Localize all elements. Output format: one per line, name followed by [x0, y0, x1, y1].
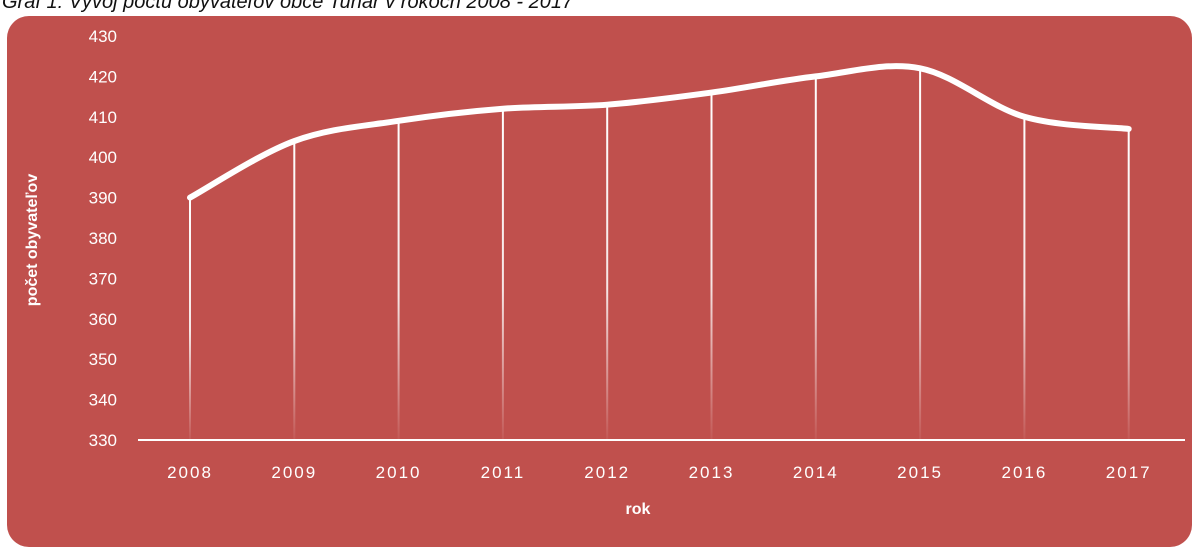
drop-line — [397, 120, 400, 440]
y-tick-label: 400 — [89, 148, 117, 167]
y-tick-label: 380 — [89, 229, 117, 248]
x-tick-label: 2010 — [376, 463, 422, 482]
x-tick-label: 2009 — [271, 463, 317, 482]
y-tick-label: 360 — [89, 310, 117, 329]
x-tick-label: 2015 — [897, 463, 943, 482]
series-line — [187, 63, 1132, 201]
x-tick-label: 2008 — [167, 463, 213, 482]
x-tick-label: 2014 — [793, 463, 839, 482]
y-tick-label: 340 — [89, 391, 117, 410]
drop-line — [293, 141, 296, 440]
drop-line — [189, 197, 191, 440]
x-axis-title: rok — [626, 501, 651, 518]
y-tick-label: 350 — [89, 350, 117, 369]
x-tick-labels: 2008 2009 2010 2011 2012 2013 2014 2015 2016 2017 — [167, 463, 1152, 482]
y-tick-label: 430 — [89, 27, 117, 46]
drop-line — [919, 68, 922, 440]
y-tick-label: 410 — [89, 108, 117, 127]
drop-line — [710, 92, 713, 440]
drop-line — [814, 76, 817, 441]
drop-line — [1127, 128, 1130, 441]
y-tick-labels: 330 340 350 360 370 380 390 400 410 420 430 — [89, 27, 117, 450]
y-tick-label: 390 — [89, 189, 117, 208]
y-tick-label: 420 — [89, 67, 117, 86]
x-tick-label: 2016 — [1001, 463, 1047, 482]
drop-line — [501, 108, 504, 440]
x-tick-label: 2017 — [1106, 463, 1152, 482]
y-axis-title: počet obyvateľov — [24, 174, 41, 307]
drop-line — [606, 104, 609, 441]
x-tick-label: 2013 — [689, 463, 735, 482]
drop-lines — [189, 68, 1130, 441]
x-tick-label: 2011 — [481, 463, 526, 482]
drop-line — [1023, 116, 1026, 441]
chart-caption: Graf 1: Vývoj počtu obyvateľov obce Tuhá… — [2, 0, 574, 13]
y-tick-label: 370 — [89, 269, 117, 288]
y-tick-label: 330 — [89, 431, 117, 450]
x-tick-label: 2012 — [584, 463, 630, 482]
chart-panel: 330 340 350 360 370 380 390 400 410 420 430 2008 20… — [7, 16, 1192, 547]
